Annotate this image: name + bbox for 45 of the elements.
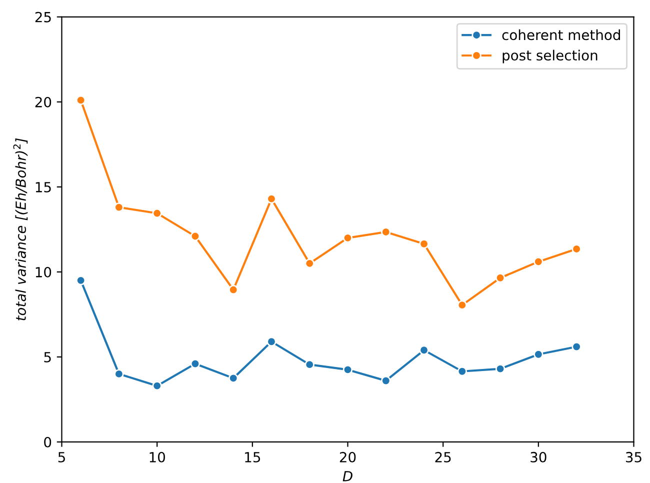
point bbox=[266, 194, 276, 204]
x-tick-label: 20 bbox=[340, 452, 356, 462]
y-tick-label: 25 bbox=[35, 12, 51, 22]
point bbox=[228, 284, 238, 295]
point bbox=[152, 380, 162, 391]
legend-label: coherent method bbox=[502, 29, 620, 40]
x-tick-label: 30 bbox=[530, 452, 546, 462]
y-tick-label: 20 bbox=[35, 96, 52, 108]
point bbox=[457, 366, 468, 376]
point bbox=[381, 376, 391, 386]
point bbox=[76, 276, 86, 286]
point bbox=[534, 350, 544, 360]
point bbox=[228, 373, 238, 384]
y-tick-label: 5 bbox=[44, 352, 51, 362]
point bbox=[419, 239, 429, 249]
point bbox=[266, 336, 276, 346]
point bbox=[419, 345, 429, 355]
x-axis-title: D bbox=[342, 471, 352, 482]
x-tick-label: 5 bbox=[58, 452, 65, 462]
point bbox=[304, 258, 314, 268]
point bbox=[152, 208, 162, 218]
point bbox=[495, 273, 506, 283]
point bbox=[190, 231, 200, 242]
point bbox=[572, 342, 582, 352]
point bbox=[534, 256, 544, 267]
y-tick-label: 10 bbox=[36, 266, 52, 278]
point bbox=[572, 244, 582, 254]
point bbox=[381, 227, 391, 237]
x-tick-label: 15 bbox=[245, 452, 260, 462]
point bbox=[304, 360, 314, 370]
point bbox=[457, 300, 468, 310]
x-tick-label: 25 bbox=[435, 452, 451, 462]
point bbox=[76, 95, 86, 106]
x-tick-label: 10 bbox=[150, 452, 165, 462]
y-tick-label: 0 bbox=[44, 436, 52, 448]
point bbox=[342, 364, 353, 375]
y-tick-label: 15 bbox=[36, 182, 51, 192]
point bbox=[495, 364, 506, 374]
point bbox=[114, 202, 124, 212]
legend-label: post selection bbox=[502, 50, 598, 64]
point bbox=[114, 369, 124, 379]
x-tick-label: 35 bbox=[626, 452, 642, 462]
point bbox=[190, 358, 200, 369]
point bbox=[342, 233, 353, 243]
y-axis-title: total variance [(Eh/Bohr)$^{2}$] bbox=[13, 138, 28, 320]
